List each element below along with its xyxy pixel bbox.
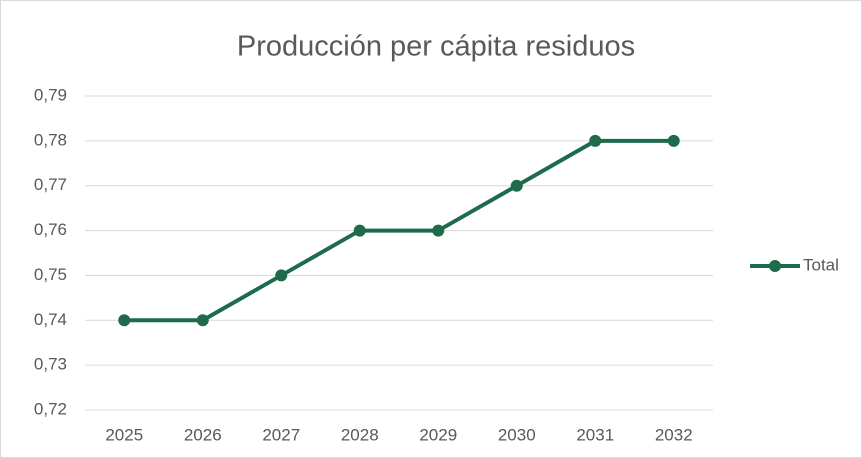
series-line xyxy=(124,138,674,323)
y-tick-label: 0,73 xyxy=(34,355,67,374)
y-tick-label: 0,76 xyxy=(34,220,67,239)
series-marker xyxy=(353,224,366,237)
legend-label: Total xyxy=(803,255,839,274)
y-tick-label: 0,77 xyxy=(34,175,67,194)
series-marker xyxy=(432,224,445,237)
series-marker xyxy=(118,314,131,327)
x-tick-label: 2028 xyxy=(341,425,379,444)
x-tick-label: 2031 xyxy=(576,425,614,444)
y-tick-label: 0,79 xyxy=(34,85,67,104)
series-marker xyxy=(510,179,523,192)
legend-marker xyxy=(769,260,781,272)
series-marker xyxy=(275,269,288,282)
series-marker xyxy=(196,314,209,327)
chart-title: Producción per cápita residuos xyxy=(237,31,635,63)
y-tick-label: 0,78 xyxy=(34,130,67,149)
x-tick-label: 2027 xyxy=(262,425,300,444)
y-tick-label: 0,72 xyxy=(34,399,67,418)
y-tick-label: 0,75 xyxy=(34,265,67,284)
x-tick-label: 2025 xyxy=(105,425,143,444)
x-tick-label: 2032 xyxy=(655,425,693,444)
x-tick-label: 2026 xyxy=(184,425,222,444)
series-marker xyxy=(667,134,680,147)
y-tick-label: 0,74 xyxy=(34,310,67,329)
x-tick-label: 2029 xyxy=(419,425,457,444)
x-tick-label: 2030 xyxy=(498,425,536,444)
series-marker xyxy=(589,134,602,147)
